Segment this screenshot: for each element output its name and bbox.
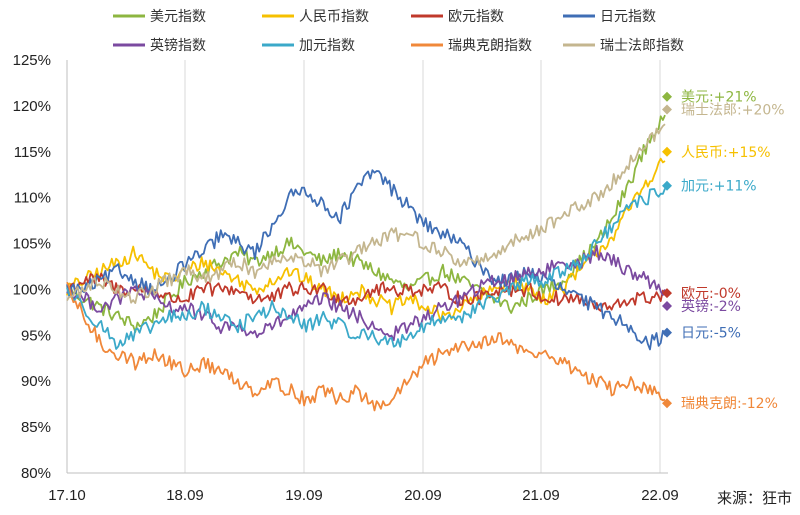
y-tick-label: 120% [13,98,51,115]
end-label-layer: 美元:+21% 人民币:+15% 欧元:-0% 日元:-5% 英镑:-2% 加元:+11%… [681,90,785,413]
end-marker [662,91,672,102]
end-label: 瑞士法郎:+20% [681,103,785,119]
legend-label: 加元指数 [299,38,355,54]
series-line [66,188,666,350]
legend-label: 人民币指数 [299,9,369,25]
legend-label: 美元指数 [150,9,206,25]
end-marker [662,327,672,338]
end-label: 英镑:-2% [681,298,741,315]
end-marker [662,300,672,311]
end-marker [662,104,672,115]
end-label: 瑞典克朗:-12% [681,396,778,412]
x-tick-label: 22.09 [641,487,679,504]
end-marker-layer [662,91,672,409]
y-tick-label: 110% [14,190,51,207]
series-line [66,244,666,342]
series-line [66,281,666,412]
end-label: 欧元:-0% [681,286,741,302]
legend-label: 瑞士法郎指数 [600,38,684,54]
end-marker [662,398,672,409]
x-tick-label: 19.09 [285,487,323,504]
y-tick-label: 80% [21,465,51,482]
end-label: 日元:-5% [681,326,741,342]
y-tick-label: 100% [13,281,51,298]
y-tick-label: 115% [14,144,51,161]
x-tick-label: 17.10 [48,487,86,504]
y-tick-label: 125% [13,52,51,69]
y-tick-label: 95% [21,327,51,344]
legend-label: 英镑指数 [150,37,206,54]
series-layer [66,114,666,412]
x-tick-label: 21.09 [522,487,560,504]
end-label: 美元:+21% [681,90,757,106]
end-marker [662,288,672,299]
x-tick-label: 18.09 [166,487,204,504]
series-line [66,272,666,312]
axis-layer: 80% 85% 90% 95% 100% 105% 110% 115% 120% 125% 17.1… [13,52,679,504]
x-tick-label: 20.09 [404,487,442,504]
legend-label: 日元指数 [600,9,656,25]
end-marker [662,146,672,157]
legend-label: 瑞典克朗指数 [448,38,532,54]
end-marker [662,180,672,191]
end-label: 加元:+11% [681,179,757,195]
source-note: 来源：狂市 [717,489,792,507]
y-tick-label: 85% [21,419,51,436]
end-label: 人民币:+15% [681,145,771,161]
y-tick-label: 90% [21,373,51,390]
legend-label: 欧元指数 [448,9,504,25]
series-line [66,114,666,333]
series-line [66,123,666,304]
y-tick-label: 105% [13,236,51,253]
